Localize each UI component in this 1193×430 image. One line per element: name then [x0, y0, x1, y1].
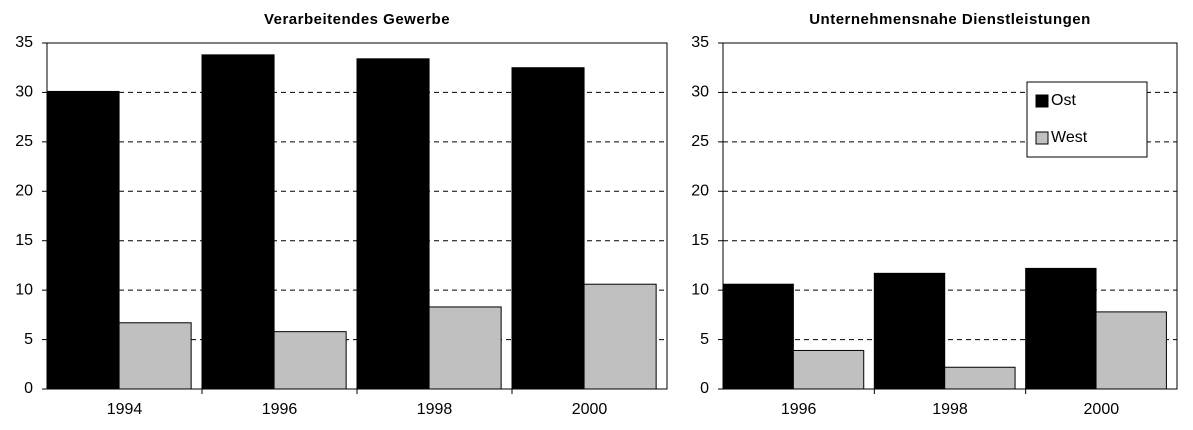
x-tick-label: 1996	[781, 401, 817, 418]
y-tick-label: 30	[15, 84, 33, 101]
plot-frame	[46, 42, 668, 390]
bar	[944, 366, 1016, 390]
bar	[1025, 267, 1097, 390]
bar	[46, 90, 120, 390]
x-tick-label: 1996	[262, 401, 298, 418]
y-tick-label: 0	[700, 380, 709, 397]
bar	[583, 283, 657, 390]
y-tick-label: 10	[15, 281, 33, 298]
plot-frame	[722, 42, 1178, 390]
x-tick-label: 1998	[932, 401, 968, 418]
y-tick-label: 25	[691, 133, 709, 150]
y-tick-label: 10	[691, 281, 709, 298]
x-tick-label: 2000	[1084, 401, 1120, 418]
y-tick-label: 35	[691, 34, 709, 51]
y-tick-label: 5	[24, 331, 33, 348]
x-tick-label: 2000	[572, 401, 608, 418]
y-tick-label: 35	[15, 34, 33, 51]
legend-label: West	[1051, 129, 1088, 146]
bar	[873, 272, 946, 390]
bar	[511, 67, 585, 390]
bar	[1095, 311, 1167, 390]
y-tick-label: 25	[15, 133, 33, 150]
y-tick-label: 20	[15, 183, 33, 200]
legend-swatch	[1035, 94, 1049, 108]
y-tick-label: 15	[15, 232, 33, 249]
y-tick-label: 5	[700, 331, 709, 348]
chart-title: Unternehmensnahe Dienstleistungen	[809, 11, 1091, 28]
bar	[356, 58, 430, 390]
bar	[792, 349, 865, 390]
legend-swatch	[1035, 131, 1049, 145]
y-tick-label: 30	[691, 84, 709, 101]
x-tick-label: 1994	[107, 401, 143, 418]
bar	[428, 306, 502, 390]
chart-title: Verarbeitendes Gewerbe	[264, 11, 450, 28]
x-tick-label: 1998	[417, 401, 453, 418]
bar	[722, 283, 794, 390]
bar	[118, 322, 192, 390]
y-tick-label: 20	[691, 183, 709, 200]
bar	[201, 54, 275, 390]
y-tick-label: 15	[691, 232, 709, 249]
bar	[273, 331, 347, 390]
legend-label: Ost	[1051, 92, 1076, 109]
y-tick-label: 0	[24, 380, 33, 397]
